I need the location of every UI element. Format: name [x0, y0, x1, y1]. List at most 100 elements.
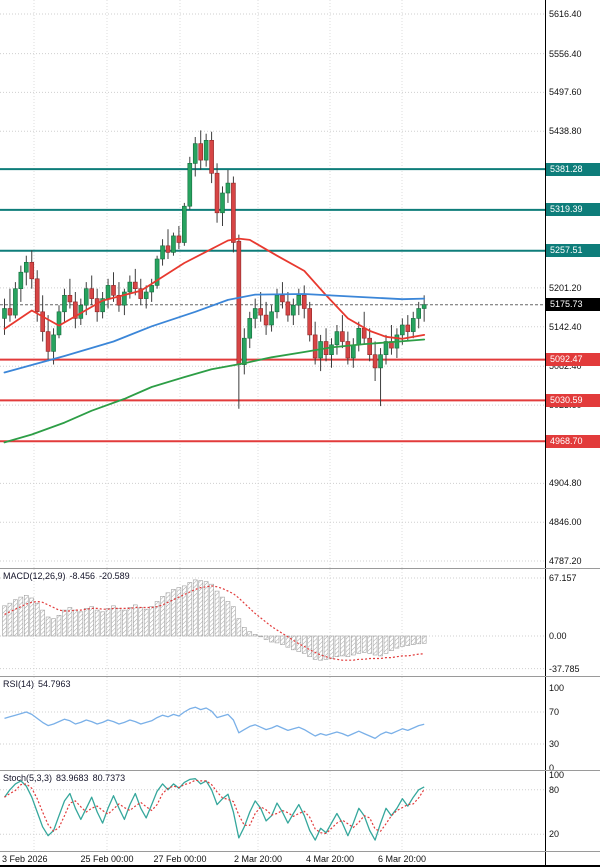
candle-body [378, 354, 383, 369]
rsi-axis-label: 100 [549, 683, 565, 693]
candle-body [236, 240, 242, 365]
stoch-axis-label: 20 [549, 829, 560, 840]
macd-histogram-bar [133, 604, 138, 637]
macd-histogram-bar [138, 607, 144, 637]
candle-body [361, 327, 367, 339]
resistance-price-badge[interactable]: 5257.51 [546, 244, 600, 258]
stoch-axis-label: 100 [549, 770, 565, 780]
support-price-badge[interactable]: 5092.47 [546, 353, 600, 367]
macd-histogram-bar [171, 589, 176, 637]
macd-histogram-bar [274, 635, 280, 644]
support-price-badge[interactable]: 4968.70 [546, 434, 600, 448]
panel-separator [0, 851, 600, 852]
price-gridline-label: 5616.40 [549, 9, 582, 19]
rsi-panel[interactable]: RSI(14) 54.7963 [0, 677, 545, 770]
candle-body [209, 140, 214, 174]
panel-separator [0, 568, 600, 569]
macd-histogram-bar [252, 634, 258, 637]
macd-histogram-bar [405, 635, 411, 646]
stochastic-panel[interactable]: Stoch(5,3,3) 83.9683 80.7373 [0, 771, 545, 852]
macd-histogram-bar [301, 635, 307, 654]
rsi-value: 54.7963 [38, 679, 71, 689]
candlestick-chart [0, 0, 545, 568]
stoch-k-value: 83.9683 [56, 773, 89, 783]
candle-body [187, 163, 193, 207]
candle-body [220, 192, 225, 214]
macd-histogram-bar [100, 611, 105, 637]
macd-histogram-bar [410, 635, 416, 645]
macd-histogram-bar [389, 635, 394, 651]
macd-histogram-bar [73, 609, 78, 637]
candle-body [122, 291, 127, 306]
macd-panel[interactable]: MACD(12,26,9) -8.456 -20.589 [0, 569, 545, 676]
last-price-badge: 5175.73 [546, 298, 600, 312]
macd-histogram-bar [51, 618, 56, 637]
candle-body [34, 278, 40, 313]
resistance-price-badge[interactable]: 5319.39 [546, 203, 600, 217]
price-gridline-label: 4904.80 [549, 478, 582, 489]
macd-histogram-bar [350, 635, 356, 656]
macd-histogram-bar [421, 635, 427, 644]
price-panel[interactable] [0, 0, 545, 568]
candle-body [410, 318, 416, 332]
candle-body [192, 143, 198, 164]
candle-body [29, 261, 35, 280]
candle-body [198, 143, 203, 161]
macd-axis-label: -37.785 [549, 663, 580, 674]
macd-histogram-bar [176, 587, 182, 637]
rsi-chart [0, 677, 545, 770]
price-gridline-label: 5142.40 [549, 321, 582, 332]
candle-body [171, 235, 176, 253]
candle-body [149, 285, 154, 293]
macd-histogram-bar [62, 609, 67, 637]
macd-histogram-bar [263, 635, 269, 640]
macd-histogram-bar [105, 608, 111, 637]
macd-histogram-bar [154, 601, 160, 637]
macd-histogram-bar [258, 635, 263, 638]
candle-body [89, 288, 94, 299]
candle-body [334, 331, 340, 346]
candle-body [2, 308, 7, 319]
macd-histogram-bar [13, 599, 18, 637]
chart-bottom-border [0, 865, 600, 867]
price-axis[interactable]: 5616.40 5556.40 5497.60 5438.80 5201.20 5142.… [545, 0, 600, 866]
macd-histogram-bar [323, 635, 329, 660]
candle-body [56, 311, 62, 336]
macd-histogram-bar [400, 635, 405, 647]
candle-body [421, 304, 427, 309]
candle-body [45, 331, 51, 352]
time-axis[interactable]: 3 Feb 2026 25 Feb 00:00 27 Feb 00:00 2 Mar … [0, 852, 545, 866]
macd-histogram-bar [83, 608, 89, 637]
macd-histogram-bar [67, 607, 73, 637]
macd-histogram-bar [192, 579, 198, 637]
candle-body [225, 182, 231, 194]
candle-body [416, 308, 422, 319]
stoch-d-line [4, 779, 425, 835]
candle-body [111, 285, 116, 296]
candle-body [285, 301, 291, 316]
candle-body [18, 271, 24, 290]
macd-histogram-bar [383, 635, 389, 654]
support-price-badge[interactable]: 5030.59 [546, 393, 600, 407]
candle-body [263, 314, 269, 326]
price-gridline-label: 5082.40 [549, 361, 582, 372]
candle-body [165, 245, 171, 253]
resistance-price-badge[interactable]: 5381.28 [546, 162, 600, 176]
candle-body [133, 281, 138, 290]
panel-separator [0, 770, 600, 771]
macd-histogram-bar [247, 631, 253, 637]
candle-body [67, 294, 73, 303]
stoch-d-value: 80.7373 [92, 773, 126, 783]
candle-body [296, 294, 302, 306]
candle-body [160, 245, 165, 260]
macd-histogram-bar [89, 606, 94, 637]
macd-histogram-bar [34, 602, 40, 637]
stoch-axis-label: 80 [549, 784, 560, 795]
price-gridline-label: 5556.40 [549, 48, 582, 59]
macd-histogram-bar [307, 635, 313, 658]
candle-body [252, 308, 258, 319]
macd-histogram-bar [312, 635, 318, 660]
candle-body [100, 298, 105, 313]
macd-histogram-bar [116, 608, 122, 637]
